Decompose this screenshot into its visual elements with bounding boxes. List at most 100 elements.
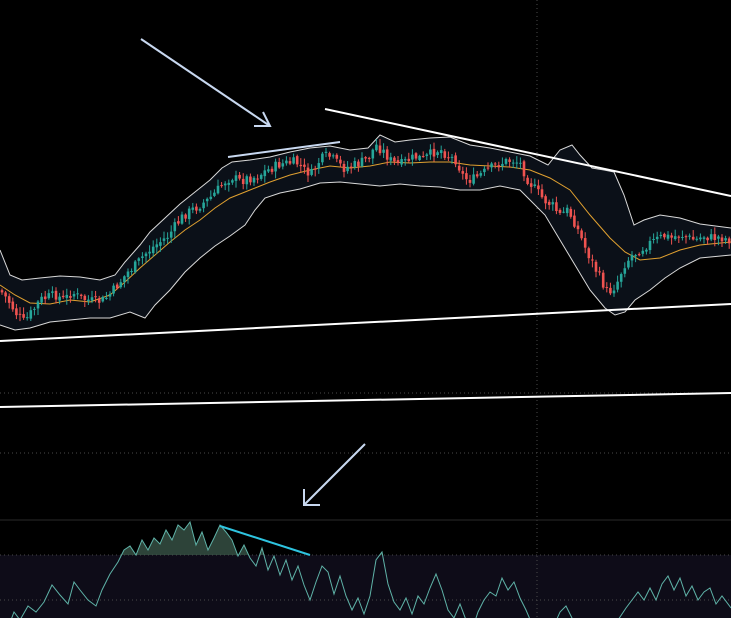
candle: [220, 182, 223, 188]
candle: [97, 295, 101, 309]
candle: [407, 152, 411, 163]
candle: [94, 290, 97, 303]
candle: [684, 234, 688, 244]
candle: [101, 295, 105, 303]
candle: [234, 170, 238, 188]
candle: [403, 156, 407, 166]
candle: [375, 139, 378, 152]
candle: [205, 197, 209, 207]
candle: [591, 254, 594, 268]
candle: [65, 288, 69, 305]
candle: [681, 230, 684, 241]
short-trendline-top[interactable]: [227, 141, 341, 158]
candle: [573, 209, 576, 229]
candle: [645, 248, 648, 255]
candle: [274, 158, 277, 179]
candle: [317, 157, 321, 174]
candle: [306, 163, 310, 182]
oscillator-divergence-line[interactable]: [219, 525, 311, 556]
candle: [245, 174, 249, 190]
candle: [425, 152, 429, 160]
candle: [727, 236, 731, 249]
candle: [83, 294, 87, 308]
candle: [353, 157, 357, 170]
bollinger-band-fill: [0, 135, 731, 330]
candle: [119, 278, 123, 289]
candle: [529, 178, 533, 194]
candle: [371, 148, 375, 165]
candle: [324, 147, 328, 158]
candle: [673, 229, 677, 241]
candle: [202, 199, 205, 213]
candle: [159, 237, 162, 252]
candle: [627, 257, 630, 270]
candle: [259, 173, 263, 181]
candle: [713, 227, 717, 247]
arrow-pointing-at-top[interactable]: [140, 38, 272, 127]
candle: [25, 312, 29, 321]
candle: [40, 292, 43, 306]
candle: [108, 291, 112, 301]
trendline-resistance[interactable]: [324, 108, 731, 197]
candle: [198, 207, 202, 213]
candle: [47, 289, 51, 300]
candle: [51, 286, 54, 298]
oscillator-line: [11, 520, 731, 618]
candle: [479, 170, 483, 178]
candle: [285, 156, 288, 166]
candle: [558, 208, 562, 216]
candle: [508, 157, 511, 168]
candle: [670, 232, 673, 245]
candle: [162, 231, 166, 246]
candle: [569, 206, 573, 219]
candle: [231, 178, 234, 185]
candle: [267, 165, 270, 173]
candle: [472, 167, 475, 186]
candle: [429, 144, 432, 160]
candle: [583, 232, 587, 254]
candle: [475, 170, 479, 179]
candle: [450, 154, 454, 164]
candle: [105, 291, 108, 300]
trendline-support[interactable]: [0, 303, 731, 342]
candle: [443, 148, 447, 160]
candle: [526, 175, 529, 186]
candle: [58, 292, 61, 305]
candle: [587, 246, 591, 264]
candle: [515, 156, 519, 169]
candle: [367, 156, 371, 163]
arrow-pointing-at-rsi[interactable]: [303, 443, 366, 506]
candle: [313, 165, 317, 177]
candle: [540, 184, 544, 199]
candle: [511, 159, 515, 169]
candle: [69, 290, 72, 303]
candle: [648, 236, 652, 254]
candle: [321, 151, 324, 166]
candle: [263, 164, 267, 183]
candle: [655, 231, 659, 244]
candle: [709, 229, 713, 242]
candle: [663, 232, 666, 240]
candle: [126, 268, 130, 284]
candle: [15, 303, 18, 320]
trendline-lower-channel[interactable]: [0, 392, 731, 408]
candle: [447, 151, 450, 161]
candle: [76, 288, 79, 300]
candle: [191, 202, 195, 214]
candle: [303, 158, 306, 174]
candle: [623, 262, 627, 278]
candle: [634, 253, 637, 263]
candle: [90, 290, 94, 304]
candle: [393, 156, 396, 166]
candle: [173, 218, 177, 239]
candle: [4, 290, 7, 303]
candle: [605, 282, 609, 293]
candle: [717, 234, 720, 246]
candle: [213, 189, 216, 198]
candle: [335, 153, 339, 163]
candle: [652, 233, 655, 244]
candle: [598, 266, 601, 276]
candle: [609, 282, 612, 296]
